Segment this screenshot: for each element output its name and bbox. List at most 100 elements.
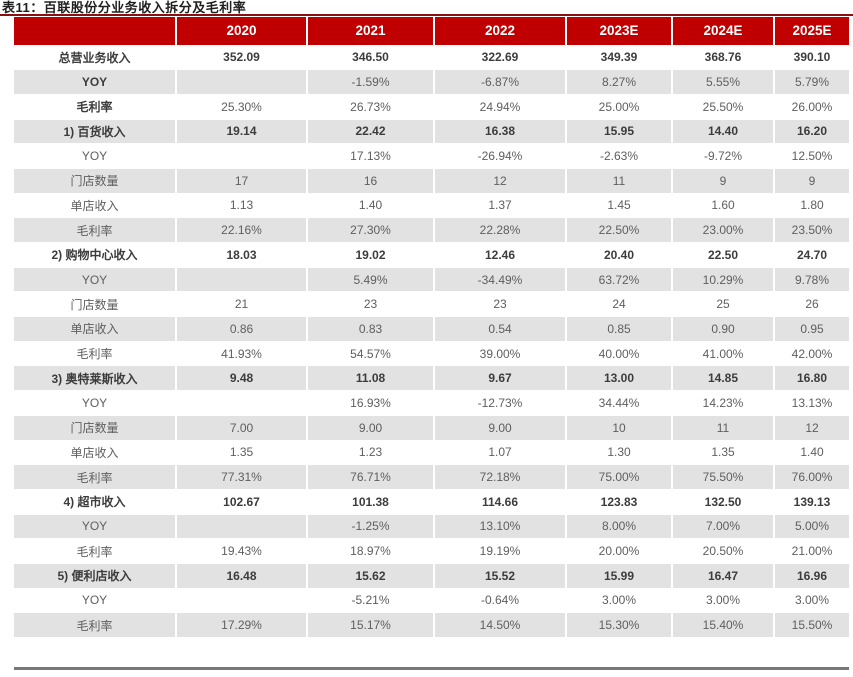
- table-row: 4) 超市收入 102.67 101.38 114.66 123.83 132.50 139…: [14, 488, 849, 515]
- cell-value: 15.52: [433, 562, 566, 589]
- cell-value: 13.10%: [433, 513, 566, 539]
- cell-value: 13.00: [565, 365, 672, 391]
- title-rule: [0, 14, 853, 16]
- cell-value: 23: [306, 291, 434, 317]
- cell-value: 15.99: [565, 562, 672, 589]
- column-header: 2024E: [671, 17, 774, 45]
- cell-value: 19.14: [175, 118, 307, 144]
- cell-value: [175, 587, 307, 613]
- cell-value: 25.50%: [671, 93, 774, 120]
- cell-value: 16.80: [773, 365, 849, 391]
- cell-value: 101.38: [306, 488, 434, 515]
- table-row: YOY -5.21% -0.64% 3.00% 3.00% 3.00%: [14, 587, 849, 613]
- cell-value: 0.86: [175, 316, 307, 342]
- cell-value: 76.71%: [306, 464, 434, 490]
- cell-value: 15.50%: [773, 612, 849, 637]
- table-row: 单店收入 0.86 0.83 0.54 0.85 0.90 0.95: [14, 316, 849, 342]
- cell-value: 3.00%: [671, 587, 774, 613]
- cell-value: 25.00%: [565, 93, 672, 120]
- cell-value: 22.50: [671, 242, 774, 268]
- cell-value: 11: [565, 167, 672, 194]
- table-row: 3) 奥特莱斯收入 9.48 11.08 9.67 13.00 14.85 16.80: [14, 365, 849, 391]
- cell-value: 19.02: [306, 242, 434, 268]
- row-label: 单店收入: [14, 192, 176, 218]
- cell-value: 22.28%: [433, 217, 566, 243]
- cell-value: [175, 390, 307, 416]
- table-body: 总营业务收入 352.09 346.50 322.69 349.39 368.76 390.…: [14, 44, 849, 637]
- cell-value: 26: [773, 291, 849, 317]
- cell-value: 11: [671, 414, 774, 440]
- cell-value: 16.38: [433, 118, 566, 144]
- column-header: 2022: [433, 17, 566, 45]
- table-row: YOY -1.25% 13.10% 8.00% 7.00% 5.00%: [14, 513, 849, 539]
- table-row: 单店收入 1.35 1.23 1.07 1.30 1.35 1.40: [14, 439, 849, 465]
- table-row: 毛利率 22.16% 27.30% 22.28% 22.50% 23.00% 23.50%: [14, 217, 849, 243]
- cell-value: 7.00: [175, 414, 307, 440]
- table-row: 2) 购物中心收入 18.03 19.02 12.46 20.40 22.50 24.70: [14, 242, 849, 268]
- cell-value: 352.09: [175, 44, 307, 70]
- table-row: YOY 17.13% -26.94% -2.63% -9.72% 12.50%: [14, 143, 849, 169]
- cell-value: 12.46: [433, 242, 566, 268]
- table-row: YOY 5.49% -34.49% 63.72% 10.29% 9.78%: [14, 266, 849, 292]
- cell-value: 7.00%: [671, 513, 774, 539]
- cell-value: 22.50%: [565, 217, 672, 243]
- cell-value: 1.60: [671, 192, 774, 218]
- table-title: 表11：百联股份分业务收入拆分及毛利率: [2, 0, 247, 14]
- cell-value: 27.30%: [306, 217, 434, 243]
- cell-value: -0.64%: [433, 587, 566, 613]
- table-row: 毛利率 77.31% 76.71% 72.18% 75.00% 75.50% 76.00%: [14, 464, 849, 490]
- cell-value: 12.50%: [773, 143, 849, 169]
- cell-value: 23.50%: [773, 217, 849, 243]
- cell-value: 41.00%: [671, 340, 774, 366]
- row-label: 5) 便利店收入: [14, 562, 176, 589]
- cell-value: 5.55%: [671, 69, 774, 95]
- cell-value: 72.18%: [433, 464, 566, 490]
- cell-value: 18.03: [175, 242, 307, 268]
- cell-value: 0.90: [671, 316, 774, 342]
- cell-value: 18.97%: [306, 538, 434, 564]
- cell-value: 22.16%: [175, 217, 307, 243]
- cell-value: 1.13: [175, 192, 307, 218]
- cell-value: 41.93%: [175, 340, 307, 366]
- cell-value: 20.00%: [565, 538, 672, 564]
- cell-value: 3.00%: [565, 587, 672, 613]
- cell-value: [175, 143, 307, 169]
- table-row: 5) 便利店收入 16.48 15.62 15.52 15.99 16.47 16.96: [14, 562, 849, 589]
- row-label: 单店收入: [14, 316, 176, 342]
- row-label: YOY: [14, 266, 176, 292]
- row-label-column-header: [14, 17, 176, 45]
- cell-value: [175, 513, 307, 539]
- table-row: 毛利率 41.93% 54.57% 39.00% 40.00% 41.00% 42.00%: [14, 340, 849, 366]
- cell-value: 3.00%: [773, 587, 849, 613]
- cell-value: 13.13%: [773, 390, 849, 416]
- cell-value: 16.93%: [306, 390, 434, 416]
- table-row: YOY 16.93% -12.73% 34.44% 14.23% 13.13%: [14, 390, 849, 416]
- cell-value: 24: [565, 291, 672, 317]
- table-row: 毛利率 25.30% 26.73% 24.94% 25.00% 25.50% 26.00%: [14, 93, 849, 120]
- cell-value: 1.80: [773, 192, 849, 218]
- cell-value: 42.00%: [773, 340, 849, 366]
- cell-value: 1.23: [306, 439, 434, 465]
- cell-value: 75.50%: [671, 464, 774, 490]
- cell-value: 0.95: [773, 316, 849, 342]
- cell-value: 24.70: [773, 242, 849, 268]
- row-label: YOY: [14, 390, 176, 416]
- cell-value: 9.67: [433, 365, 566, 391]
- cell-value: 54.57%: [306, 340, 434, 366]
- cell-value: 5.00%: [773, 513, 849, 539]
- cell-value: 15.40%: [671, 612, 774, 637]
- cell-value: 5.49%: [306, 266, 434, 292]
- row-label: 3) 奥特莱斯收入: [14, 365, 176, 391]
- row-label: 毛利率: [14, 538, 176, 564]
- cell-value: 9.00: [433, 414, 566, 440]
- cell-value: 76.00%: [773, 464, 849, 490]
- cell-value: 9.00: [306, 414, 434, 440]
- cell-value: 5.79%: [773, 69, 849, 95]
- row-label: 毛利率: [14, 217, 176, 243]
- cell-value: 15.95: [565, 118, 672, 144]
- cell-value: 16.47: [671, 562, 774, 589]
- cell-value: 17.13%: [306, 143, 434, 169]
- cell-value: -1.59%: [306, 69, 434, 95]
- column-header: 2020: [175, 17, 307, 45]
- cell-value: 39.00%: [433, 340, 566, 366]
